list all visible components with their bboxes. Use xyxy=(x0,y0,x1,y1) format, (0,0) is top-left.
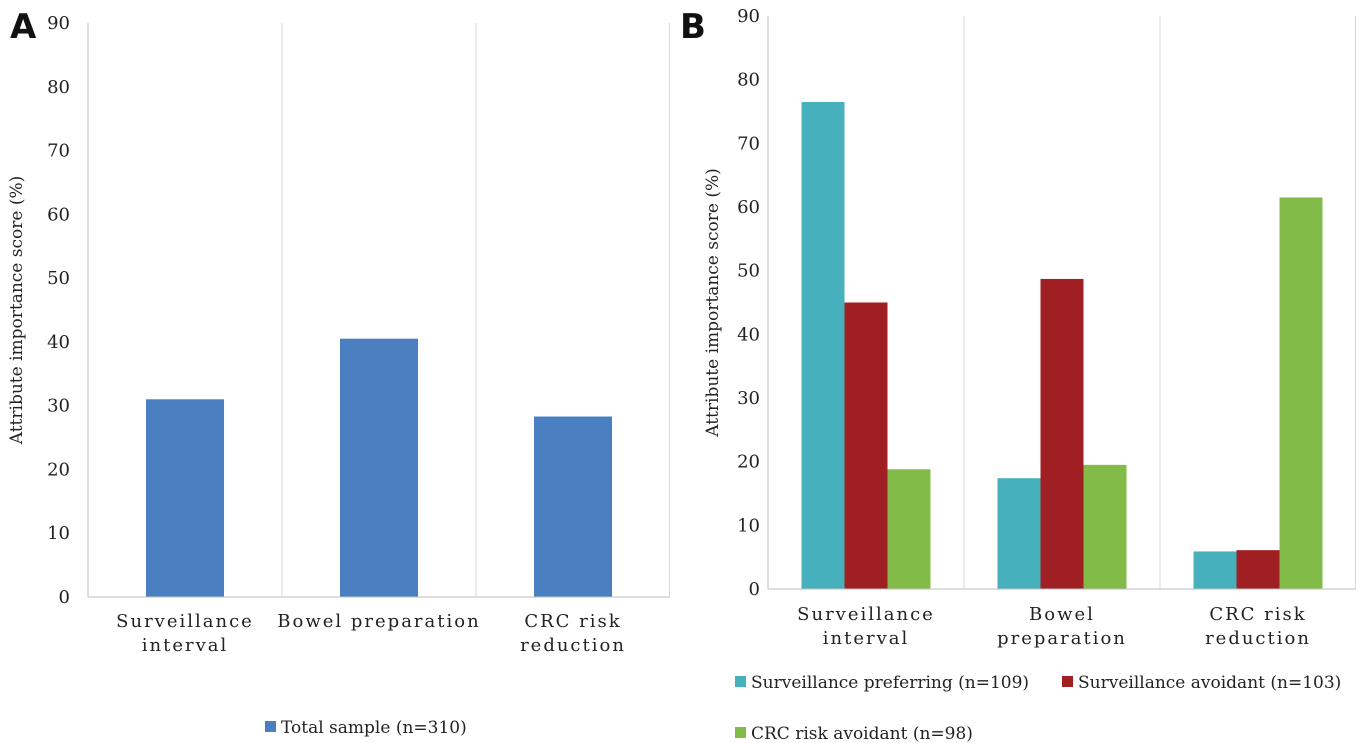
category-label: CRC risk xyxy=(1209,604,1306,625)
y-tick-label: 50 xyxy=(47,268,70,289)
category-label: Bowel xyxy=(1029,604,1095,625)
category-label: Bowel preparation xyxy=(277,611,480,632)
y-tick-label: 80 xyxy=(47,77,70,98)
y-axis-label: Attribute importance score (%) xyxy=(703,168,723,438)
y-tick-label: 70 xyxy=(47,141,70,162)
y-tick-label: 50 xyxy=(737,261,760,282)
bar-avoidant xyxy=(844,302,888,589)
y-axis-label: Attribute importance score (%) xyxy=(7,176,27,446)
bar-avoidant xyxy=(1236,550,1280,589)
legend-swatch xyxy=(1062,676,1073,687)
category-label: interval xyxy=(823,628,910,649)
bar-preferring xyxy=(1193,551,1237,589)
legend-label: Total sample (n=310) xyxy=(281,718,467,738)
bar-avoidant xyxy=(1040,278,1084,589)
y-tick-label: 0 xyxy=(749,579,760,600)
y-tick-label: 90 xyxy=(47,13,70,34)
panel-a-letter: A xyxy=(10,7,37,47)
category-label: Surveillance xyxy=(797,604,935,625)
category-label: reduction xyxy=(1205,628,1311,649)
y-tick-label: 20 xyxy=(47,459,70,480)
category-label: preparation xyxy=(997,628,1127,649)
y-tick-label: 80 xyxy=(737,70,760,91)
bar-total xyxy=(340,338,418,597)
y-tick-label: 60 xyxy=(47,204,70,225)
bar-preferring xyxy=(997,478,1041,589)
y-tick-label: 30 xyxy=(47,396,70,417)
y-tick-label: 30 xyxy=(737,388,760,409)
panel-a-chart: 0 10 20 30 40 50 60 70 80 90 Attribute importance … xyxy=(7,13,670,738)
bar-preferring xyxy=(801,101,845,589)
legend-swatch xyxy=(265,721,276,732)
category-label: Surveillance xyxy=(116,611,254,632)
panel-b-chart: 0 10 20 30 40 50 60 70 80 90 Attribute importance … xyxy=(703,6,1356,743)
y-tick-label: 90 xyxy=(737,6,760,27)
y-tick-label: 40 xyxy=(737,324,760,345)
bar-total xyxy=(534,416,612,597)
y-tick-label: 60 xyxy=(737,197,760,218)
bar-crc xyxy=(887,469,931,589)
legend-swatch xyxy=(735,676,746,687)
y-tick-label: 40 xyxy=(47,332,70,353)
bar-crc xyxy=(1279,197,1323,589)
category-label: interval xyxy=(142,635,229,656)
y-tick-label: 70 xyxy=(737,133,760,154)
y-tick-label: 20 xyxy=(737,452,760,473)
legend-label: Surveillance avoidant (n=103) xyxy=(1078,673,1341,693)
panel-b-letter: B xyxy=(680,7,706,47)
y-tick-label: 0 xyxy=(59,587,70,608)
category-label: reduction xyxy=(520,635,626,656)
legend-label: Surveillance preferring (n=109) xyxy=(751,673,1029,693)
y-tick-label: 10 xyxy=(47,523,70,544)
bar-crc xyxy=(1083,464,1127,589)
y-tick-label: 10 xyxy=(737,515,760,536)
legend-swatch xyxy=(735,727,746,738)
legend-label: CRC risk avoidant (n=98) xyxy=(751,724,973,743)
bar-total xyxy=(146,399,224,597)
category-label: CRC risk xyxy=(524,611,621,632)
